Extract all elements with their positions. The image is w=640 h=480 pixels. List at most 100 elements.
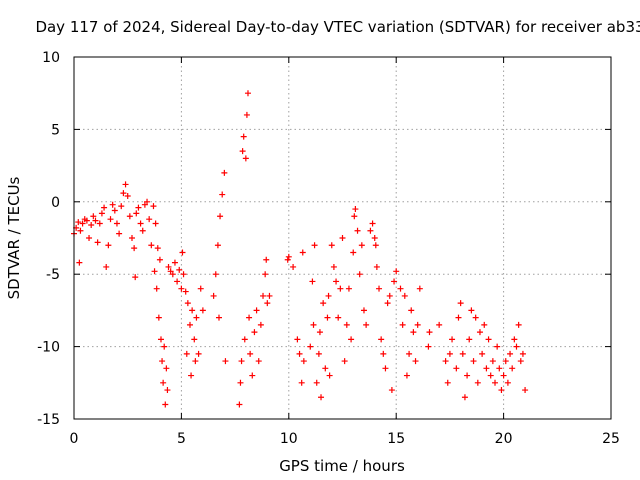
data-point bbox=[391, 278, 398, 285]
data-point bbox=[517, 358, 524, 365]
data-point bbox=[148, 242, 155, 249]
y-tick-label: -15 bbox=[37, 412, 60, 428]
data-point bbox=[318, 394, 325, 401]
data-point bbox=[356, 271, 363, 278]
data-point bbox=[135, 204, 142, 211]
data-point bbox=[88, 221, 95, 228]
data-point bbox=[169, 271, 176, 278]
data-point bbox=[105, 242, 112, 249]
data-point bbox=[472, 314, 479, 321]
data-point bbox=[479, 350, 486, 357]
y-tick-label: 5 bbox=[51, 122, 60, 138]
data-point bbox=[515, 321, 522, 328]
data-point bbox=[401, 292, 408, 299]
data-points bbox=[71, 90, 529, 408]
data-point bbox=[75, 219, 82, 226]
data-point bbox=[240, 133, 247, 140]
data-point bbox=[137, 220, 144, 227]
data-point bbox=[343, 321, 350, 328]
data-point bbox=[165, 263, 172, 270]
data-point bbox=[522, 387, 529, 394]
data-point bbox=[453, 365, 460, 372]
data-point bbox=[464, 372, 471, 379]
data-point bbox=[124, 193, 131, 200]
data-point bbox=[86, 235, 93, 241]
data-point bbox=[118, 203, 125, 210]
data-point bbox=[296, 350, 303, 357]
data-point bbox=[152, 220, 159, 227]
data-point bbox=[131, 245, 138, 252]
data-point bbox=[153, 285, 160, 292]
data-point bbox=[316, 329, 323, 336]
data-point bbox=[176, 266, 183, 273]
data-point bbox=[255, 358, 262, 365]
data-point bbox=[182, 288, 189, 295]
data-point bbox=[328, 242, 335, 249]
data-point bbox=[264, 300, 271, 307]
data-point bbox=[151, 268, 158, 275]
data-point bbox=[174, 278, 181, 285]
y-tick-label: -5 bbox=[46, 267, 60, 283]
data-point bbox=[382, 365, 389, 372]
data-point bbox=[247, 350, 254, 357]
data-point bbox=[193, 314, 200, 321]
data-point bbox=[146, 216, 153, 223]
data-point bbox=[237, 379, 244, 386]
data-point bbox=[313, 379, 320, 386]
y-tick-label: -10 bbox=[37, 340, 60, 356]
data-point bbox=[310, 321, 317, 328]
data-point bbox=[219, 191, 226, 198]
data-point bbox=[416, 285, 423, 292]
data-point bbox=[371, 235, 378, 241]
data-point bbox=[388, 387, 395, 394]
chart-title: Day 117 of 2024, Sidereal Day-to-day VTE… bbox=[35, 18, 640, 36]
data-point bbox=[384, 300, 391, 307]
data-point bbox=[386, 292, 393, 299]
data-point bbox=[397, 285, 404, 292]
data-point bbox=[425, 343, 432, 350]
data-point bbox=[160, 379, 167, 386]
data-point bbox=[197, 285, 204, 292]
data-point bbox=[351, 213, 358, 220]
data-point bbox=[238, 358, 245, 365]
data-point bbox=[324, 314, 331, 321]
data-point bbox=[352, 206, 359, 213]
data-point bbox=[284, 256, 291, 263]
data-point bbox=[494, 343, 501, 350]
data-point bbox=[481, 321, 488, 328]
data-point bbox=[449, 336, 456, 343]
data-point bbox=[459, 350, 466, 357]
data-point bbox=[103, 263, 110, 270]
x-tick-label: 0 bbox=[70, 431, 79, 447]
data-point bbox=[192, 358, 199, 365]
data-point bbox=[337, 285, 344, 292]
data-point bbox=[496, 365, 503, 372]
data-point bbox=[215, 314, 222, 321]
data-point bbox=[320, 300, 327, 307]
data-point bbox=[183, 350, 190, 357]
data-point bbox=[509, 365, 516, 372]
data-point bbox=[243, 111, 250, 118]
data-point bbox=[311, 242, 318, 249]
data-point bbox=[126, 213, 133, 220]
data-point bbox=[221, 169, 228, 176]
data-point bbox=[266, 292, 273, 299]
data-point bbox=[466, 336, 473, 343]
data-point bbox=[403, 372, 410, 379]
data-point bbox=[260, 292, 267, 299]
data-point bbox=[77, 227, 84, 234]
data-point bbox=[139, 227, 146, 234]
data-point bbox=[98, 210, 105, 217]
data-point bbox=[470, 358, 477, 365]
data-point bbox=[144, 198, 151, 205]
data-point bbox=[426, 329, 433, 336]
x-tick-label: 5 bbox=[177, 431, 186, 447]
data-point bbox=[444, 379, 451, 386]
data-point bbox=[133, 210, 140, 217]
data-point bbox=[120, 190, 127, 197]
data-point bbox=[180, 271, 187, 278]
data-point bbox=[155, 314, 162, 321]
data-point bbox=[360, 307, 367, 314]
x-tick-label: 25 bbox=[602, 431, 620, 447]
